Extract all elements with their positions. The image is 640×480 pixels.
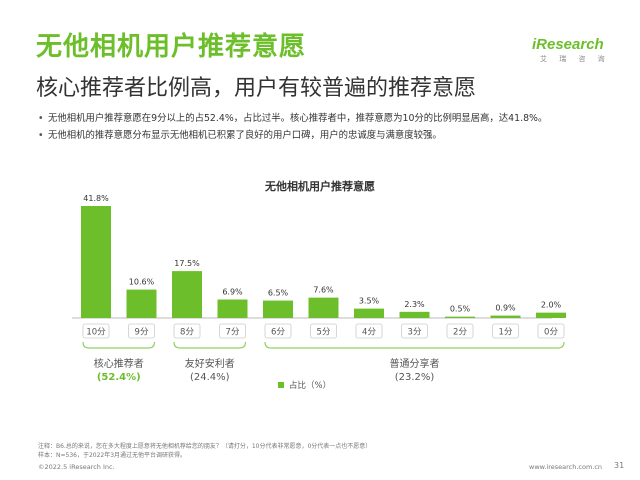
data-label: 2.0% xyxy=(541,301,562,310)
bar-8分 xyxy=(172,271,202,318)
group-name: 普通分享者 xyxy=(389,359,440,370)
notes: 注释：B6.总的来说，您在多大程度上愿意将无他相机荐给您的朋友？（请打分，10分… xyxy=(38,442,371,460)
summary-bullets: 无他相机用户推荐意愿在9分以上的占52.4%，占比过半。核心推荐者中，推荐意愿为… xyxy=(38,110,628,144)
category-box xyxy=(446,323,474,339)
group-percent: (24.4%) xyxy=(189,372,230,383)
chart-title: 无他相机用户推荐意愿 xyxy=(265,180,375,193)
data-label: 6.5% xyxy=(268,289,289,298)
bar-10分 xyxy=(81,206,111,318)
bar-6分 xyxy=(263,300,293,318)
category-label: 5分 xyxy=(317,328,331,338)
category-box xyxy=(219,323,246,339)
group-label: 友好安利者 (24.4%) xyxy=(165,358,255,384)
data-label: 7.6% xyxy=(313,286,334,295)
logo-sub-text: 艾 瑞 咨 询 xyxy=(540,55,610,63)
category-box xyxy=(173,323,201,339)
chart-legend: 占比（%） xyxy=(278,379,331,391)
category-label: 6分 xyxy=(271,328,285,338)
page-title: 无他相机用户推荐意愿 xyxy=(36,32,307,62)
logo-main-text: iResearch xyxy=(532,36,604,53)
group-label: 普通分享者 (23.2%) xyxy=(370,358,460,384)
bar-4分 xyxy=(354,308,384,318)
category-box xyxy=(537,323,565,339)
data-label: 3.5% xyxy=(359,297,380,306)
category-box xyxy=(264,323,292,339)
category-box xyxy=(82,323,110,339)
bar-9分 xyxy=(126,289,157,318)
iresearch-logo: iResearch 艾 瑞 咨 询 xyxy=(532,36,612,64)
bullet-item: 无他相机用户推荐意愿在9分以上的占52.4%，占比过半。核心推荐者中，推荐意愿为… xyxy=(38,110,628,127)
data-label: 17.5% xyxy=(174,259,200,268)
website-link[interactable]: www.iresearch.com.cn xyxy=(529,463,603,471)
bar-2分 xyxy=(445,316,475,318)
category-label: 1分 xyxy=(499,328,513,338)
sample-line: 样本：N=536，于2022年3月通过无他平台调研获得。 xyxy=(38,452,187,459)
data-label: 0.5% xyxy=(450,305,471,314)
data-label: 2.3% xyxy=(404,300,425,309)
category-box xyxy=(401,323,428,339)
data-label: 41.8% xyxy=(83,194,109,203)
group-percent: (23.2%) xyxy=(394,372,435,383)
data-label: 0.9% xyxy=(495,304,516,313)
data-label: 6.9% xyxy=(222,288,243,297)
page-number: 31 xyxy=(614,461,625,470)
group-bracket xyxy=(173,341,247,349)
bullet-item: 无他相机的推荐意愿分布显示无他相机已积累了良好的用户口碑，用户的忠诚度与满意度较… xyxy=(38,127,628,144)
group-label: 核心推荐者 (52.4%) xyxy=(74,358,164,384)
category-box xyxy=(128,323,155,339)
category-label: 4分 xyxy=(362,328,376,338)
bar-3分 xyxy=(399,311,430,318)
bar-0分 xyxy=(536,312,566,318)
data-label: 10.6% xyxy=(129,278,155,287)
category-label: 9分 xyxy=(135,328,149,338)
category-label: 7分 xyxy=(226,328,240,338)
bar-7分 xyxy=(217,299,248,318)
category-label: 2分 xyxy=(453,328,467,338)
category-label: 10分 xyxy=(86,328,106,338)
bar-5分 xyxy=(308,297,339,318)
copyright: ©2022.5 iResearch Inc. xyxy=(38,463,115,471)
category-label: 3分 xyxy=(408,328,422,338)
bar-1分 xyxy=(490,315,521,318)
category-label: 0分 xyxy=(544,328,558,338)
group-bracket xyxy=(82,341,156,349)
group-percent: (52.4%) xyxy=(96,372,141,383)
group-name: 核心推荐者 xyxy=(93,359,144,370)
group-name: 友好安利者 xyxy=(184,359,235,370)
note-line: 注释：B6.总的来说，您在多大程度上愿意将无他相机荐给您的朋友？（请打分，10分… xyxy=(38,443,372,450)
page-subtitle: 核心推荐者比例高，用户有较普遍的推荐意愿 xyxy=(36,76,477,101)
category-box xyxy=(310,323,337,339)
category-label: 8分 xyxy=(180,328,194,338)
category-box xyxy=(492,323,519,339)
group-bracket xyxy=(264,341,565,349)
legend-swatch xyxy=(278,382,284,388)
category-box xyxy=(355,323,383,339)
legend-label: 占比（%） xyxy=(289,381,332,391)
